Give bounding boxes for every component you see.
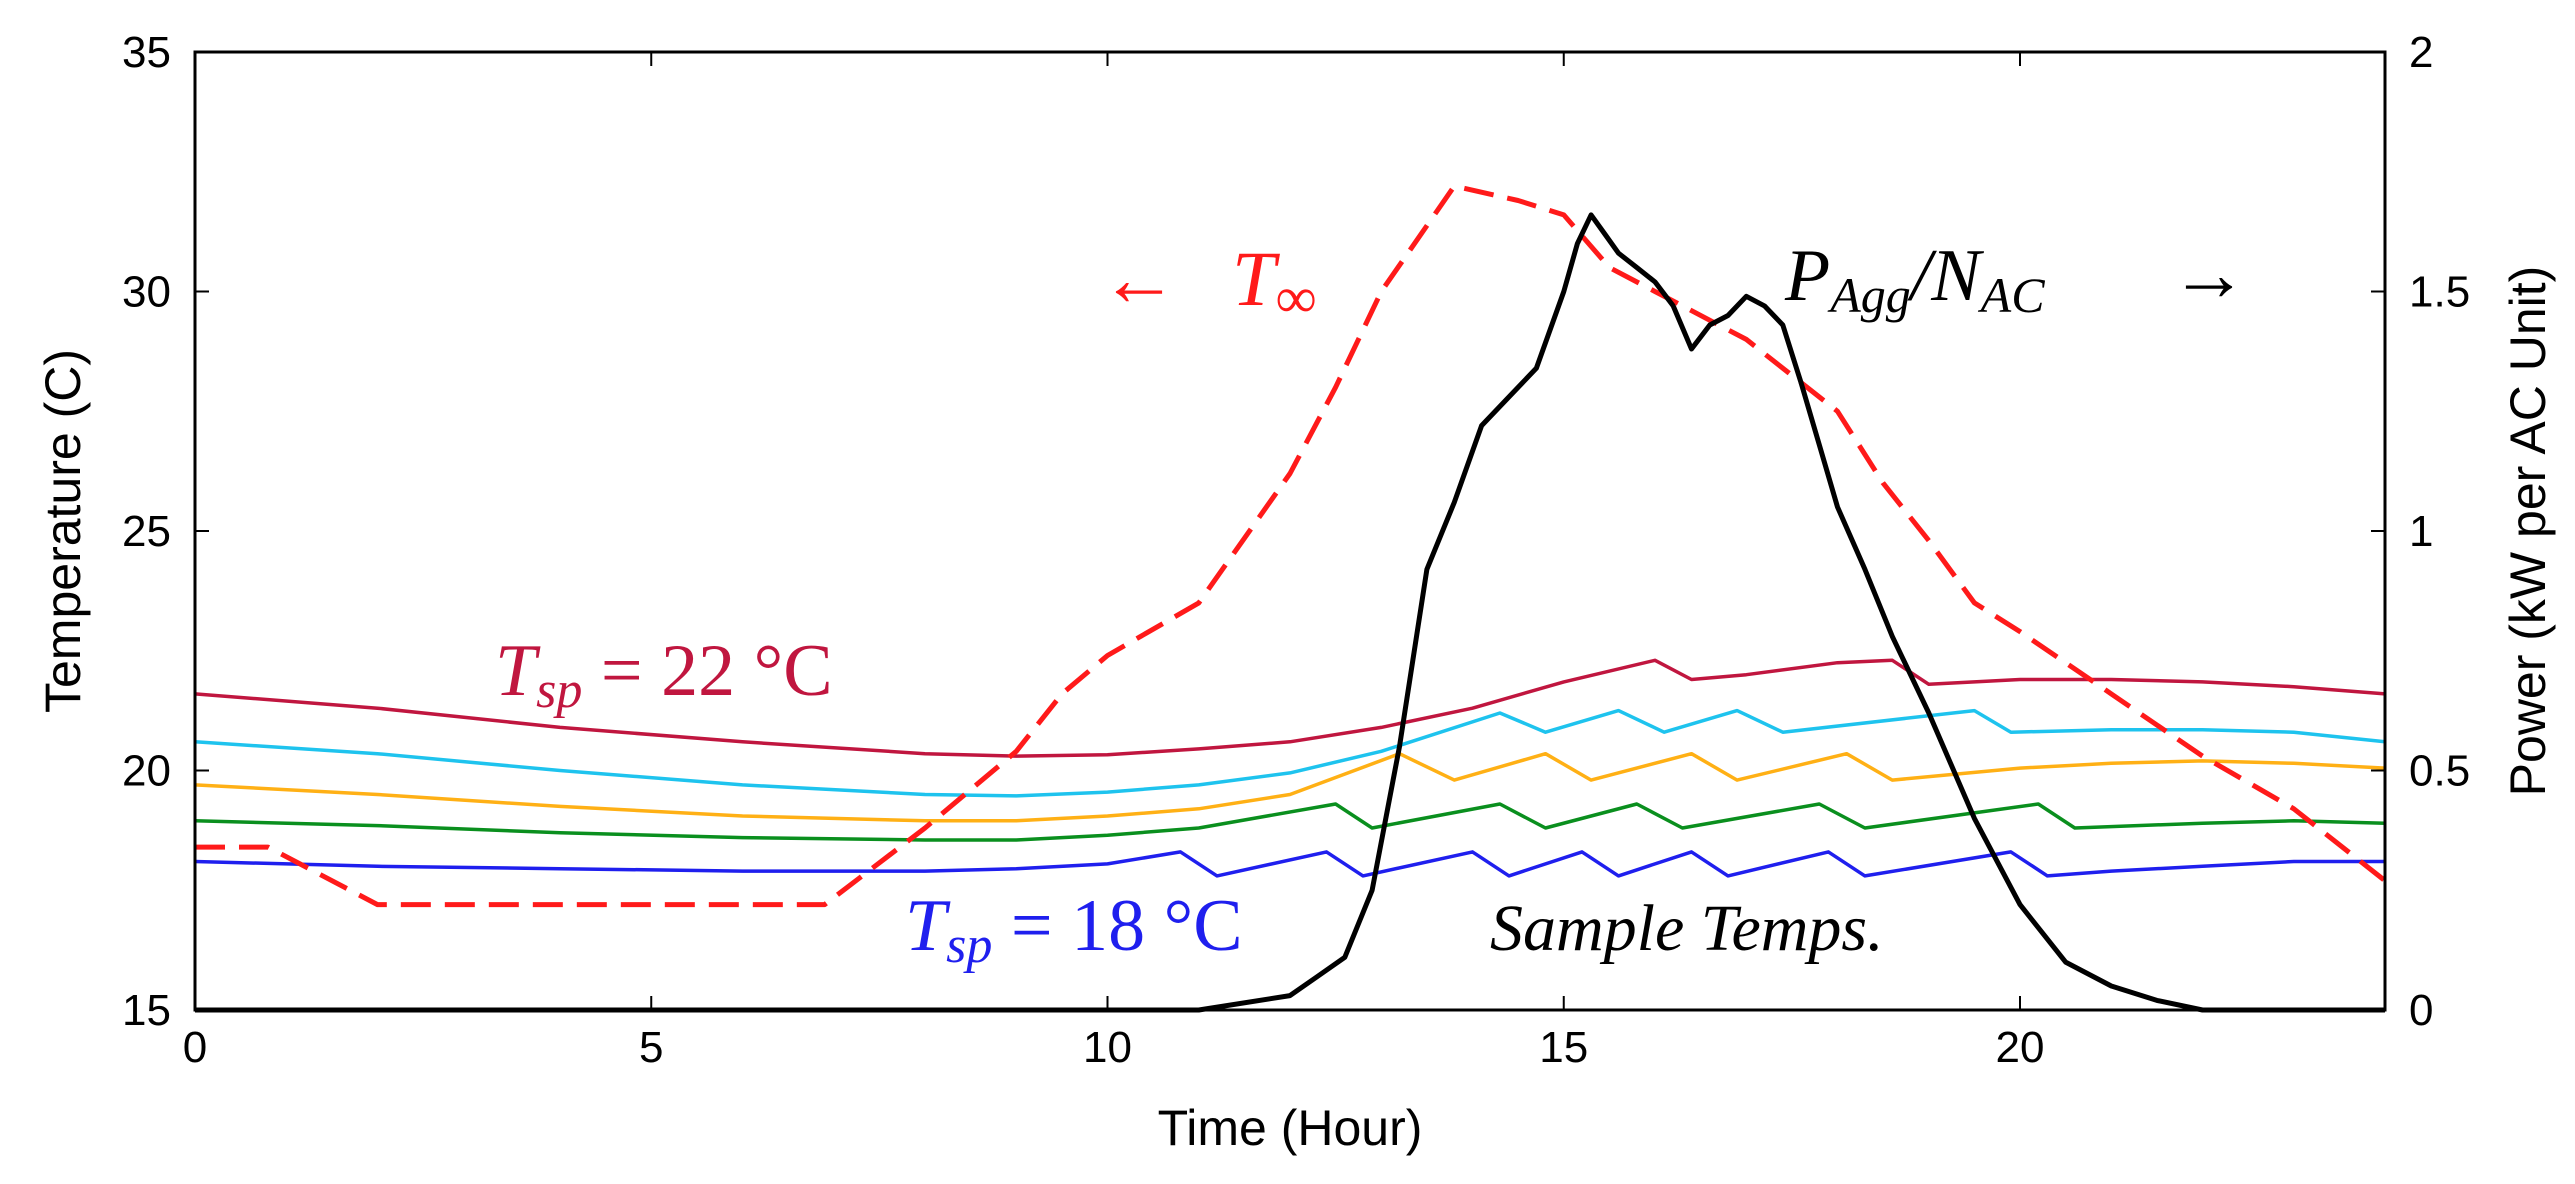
t-inf-arrow: ← xyxy=(1100,235,1178,322)
t-inf-sub: ∞ xyxy=(1275,265,1316,330)
series-line-t-sp-18-c xyxy=(194,850,2385,878)
t-inf-main: T xyxy=(1232,235,1280,322)
y-left-tick-label: 35 xyxy=(122,28,171,77)
y-left-tick-label: 25 xyxy=(122,507,171,556)
series-line-t-sp-22-c xyxy=(194,658,2386,758)
x-tick-label: 5 xyxy=(639,1023,663,1072)
sample-temps-label: Sample Temps. xyxy=(1490,892,1884,965)
y-left-tick-label: 20 xyxy=(122,747,171,796)
sp18-sub: sp xyxy=(946,917,992,974)
y-right-tick-label: 0 xyxy=(2409,986,2433,1035)
p-agg-arrow: → xyxy=(2170,230,2248,317)
t-inf-annotation: ← T∞ xyxy=(1100,235,1317,330)
sp22-label: Tsp = 22 °C xyxy=(495,630,833,719)
p-agg-label: PAgg/NAC xyxy=(1784,235,2045,323)
x-axis-label: Time (Hour) xyxy=(1158,1100,1423,1156)
x-tick-label: 10 xyxy=(1083,1023,1132,1072)
sp22-sub: sp xyxy=(536,662,582,719)
y-axis-left-label: Temperature (C) xyxy=(35,349,91,713)
series-line-orange xyxy=(194,751,2386,823)
x-tick-label: 0 xyxy=(183,1023,207,1072)
series-line-t-inf-ambient xyxy=(195,183,2387,908)
sp22-main: T xyxy=(495,630,541,712)
y-right-tick-label: 1.5 xyxy=(2409,268,2470,317)
x-tick-label: 20 xyxy=(1996,1023,2045,1072)
series-line-p-agg-n-ac xyxy=(195,212,2385,1013)
sp22-rest: = 22 °C xyxy=(582,630,832,712)
p-agg-sub2: AC xyxy=(1978,267,2046,323)
y-left-tick-label: 30 xyxy=(122,268,171,317)
sp18-label: Tsp = 18 °C xyxy=(905,885,1243,974)
y-right-tick-label: 2 xyxy=(2409,28,2433,77)
y-right-tick-label: 0.5 xyxy=(2409,747,2470,796)
p-agg-slash: /N xyxy=(1907,235,1985,317)
series-line-green xyxy=(194,802,2386,842)
p-agg-sub1: Agg xyxy=(1827,267,1911,323)
x-tick-label: 15 xyxy=(1539,1023,1588,1072)
series-layer xyxy=(194,183,2387,1013)
sp18-main: T xyxy=(905,885,951,967)
y-right-tick-label: 1 xyxy=(2409,507,2433,556)
y-left-tick-label: 15 xyxy=(122,986,171,1035)
ticks-layer: 0 5 10 15 20 15 20 25 30 35 0 0.5 1 1.5 2 xyxy=(122,28,2470,1072)
series-line-cyan xyxy=(194,708,2386,798)
sp18-rest: = 18 °C xyxy=(992,885,1242,967)
p-agg-annotation: PAgg/NAC → xyxy=(1784,230,2248,323)
p-agg-main: P xyxy=(1784,235,1830,317)
y-axis-right-label: Power (kW per AC Unit) xyxy=(2500,266,2556,797)
t-inf-label: T∞ xyxy=(1232,235,1317,330)
